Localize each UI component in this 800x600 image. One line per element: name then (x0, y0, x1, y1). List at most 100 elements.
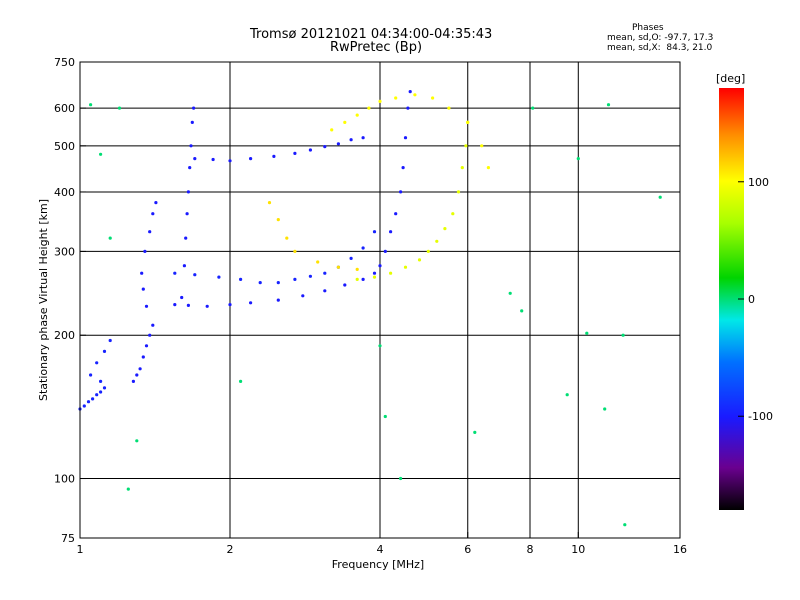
data-point (343, 283, 347, 287)
data-point (228, 303, 232, 307)
data-point (361, 136, 365, 140)
data-point (355, 113, 359, 117)
x-tick-label: 4 (377, 543, 384, 556)
data-point (435, 239, 439, 243)
data-point (443, 227, 447, 231)
data-point (531, 106, 535, 110)
data-point (293, 151, 297, 155)
data-point (86, 400, 91, 404)
data-point (186, 190, 190, 194)
data-point (316, 260, 320, 264)
chart-title: Tromsø 20121021 04:34:00-04:35:43 (250, 27, 493, 42)
data-point (447, 106, 451, 110)
data-point (389, 230, 393, 234)
colorbar-tick-label: 0 (748, 293, 755, 306)
data-point (349, 256, 353, 260)
data-point (603, 407, 607, 411)
data-point (323, 145, 327, 149)
colorbar-tick-label: 100 (748, 176, 769, 189)
data-point (308, 274, 312, 278)
colorbar-ticks: 100 0 -100 (738, 176, 773, 423)
data-point (99, 152, 103, 156)
data-point (141, 355, 145, 359)
data-point (623, 523, 627, 527)
data-point (606, 103, 611, 107)
phases-header: Phases (632, 23, 664, 33)
x-tick-label: 8 (527, 543, 534, 556)
grid-lines (80, 62, 680, 538)
data-point (343, 120, 347, 124)
data-points (78, 90, 662, 527)
data-point (154, 201, 158, 205)
data-point (464, 144, 468, 148)
data-point (323, 289, 327, 293)
phase-stats-x: mean, sd,X: 84.3, 21.0 (607, 43, 713, 53)
x-tick-label: 2 (227, 543, 234, 556)
y-axis-label: Stationary phase Virtual Height [km] (37, 199, 50, 401)
data-point (102, 386, 107, 390)
colorbar-tick-label: -100 (748, 410, 773, 423)
data-point (193, 273, 197, 277)
data-point (466, 120, 470, 124)
data-point (431, 96, 435, 100)
data-point (108, 236, 112, 240)
data-point (135, 373, 139, 377)
data-point (520, 309, 524, 313)
data-point (185, 212, 189, 216)
data-point (99, 390, 103, 394)
data-point (565, 393, 569, 397)
data-point (102, 349, 107, 353)
data-point (508, 291, 512, 295)
data-point (188, 166, 192, 170)
data-point (140, 271, 144, 275)
data-point (276, 298, 280, 302)
data-point (285, 236, 289, 240)
data-point (336, 265, 340, 269)
data-point (426, 249, 430, 253)
data-point (249, 301, 253, 305)
data-point (401, 166, 405, 170)
data-point (378, 264, 382, 268)
data-point (276, 281, 280, 285)
data-point (272, 154, 276, 158)
chart-subtitle: RwPretec (Bp) (330, 40, 423, 55)
data-point (456, 190, 461, 194)
data-point (126, 487, 130, 491)
y-tick-label: 300 (54, 245, 75, 258)
data-point (151, 212, 155, 216)
data-point (131, 379, 135, 383)
data-point (378, 99, 382, 103)
data-point (258, 281, 262, 285)
y-tick-label: 400 (54, 186, 75, 199)
data-point (406, 106, 410, 110)
data-point (193, 157, 197, 161)
data-point (148, 333, 152, 337)
data-point (413, 93, 417, 97)
data-point (91, 397, 95, 401)
data-point (389, 271, 393, 275)
x-tick-label: 6 (464, 543, 471, 556)
data-point (451, 212, 455, 216)
data-point (267, 201, 272, 205)
data-point (205, 304, 209, 308)
data-point (336, 142, 340, 146)
data-point (151, 323, 155, 327)
data-point (372, 230, 377, 234)
data-point (323, 271, 327, 275)
data-point (473, 430, 477, 434)
y-tick-label: 750 (54, 56, 75, 69)
data-point (211, 157, 215, 162)
data-point (89, 373, 93, 377)
x-tick-label: 10 (571, 543, 585, 556)
data-point (108, 338, 112, 343)
data-point (135, 439, 139, 443)
phase-stats-o: mean, sd,O: -97.7, 17.3 (607, 33, 714, 43)
data-point (301, 294, 305, 298)
y-tick-label: 200 (54, 329, 75, 342)
data-point (383, 414, 387, 419)
data-point (403, 265, 408, 269)
data-point (99, 379, 103, 383)
data-point (308, 148, 312, 152)
data-point (184, 236, 188, 240)
